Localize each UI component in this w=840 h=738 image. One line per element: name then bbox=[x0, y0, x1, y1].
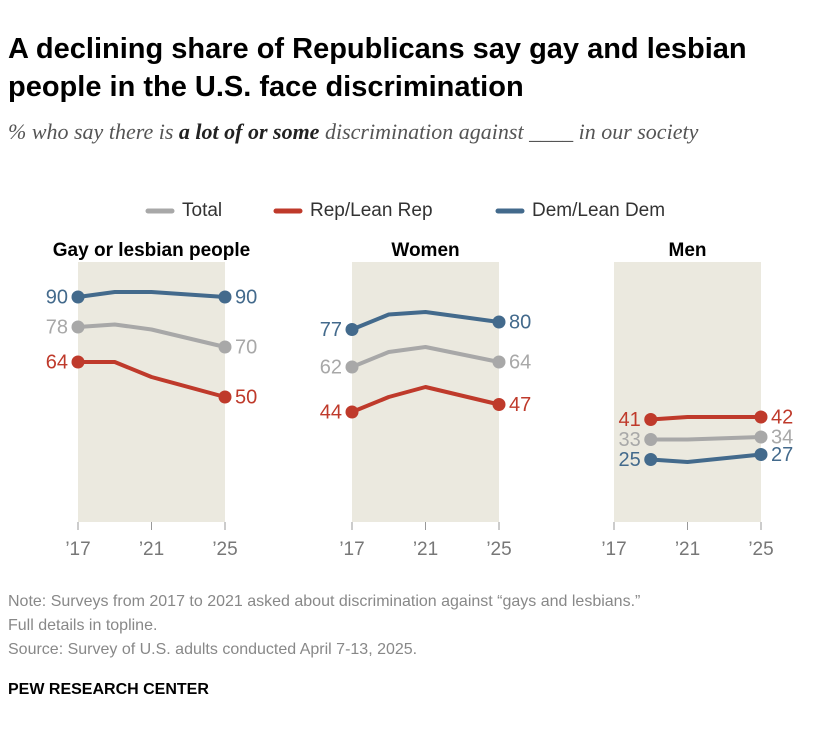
x-tick-label: ’25 bbox=[212, 539, 237, 560]
end-point bbox=[492, 355, 506, 369]
subtitle-emphasis: a lot of or some bbox=[178, 119, 320, 144]
value-label: 47 bbox=[509, 394, 531, 416]
value-label: 25 bbox=[619, 449, 641, 471]
end-point bbox=[644, 413, 658, 426]
end-point bbox=[644, 453, 658, 466]
end-point bbox=[71, 355, 85, 369]
value-label: 64 bbox=[509, 351, 531, 373]
x-tick-label: ’21 bbox=[139, 539, 164, 560]
series-line bbox=[351, 345, 500, 369]
subtitle: % who say there is a lot of or some disc… bbox=[8, 116, 808, 148]
subtitle-part: discrimination against ____ in our socie… bbox=[319, 119, 699, 144]
x-tick-label: ’21 bbox=[675, 539, 700, 560]
value-label: 33 bbox=[619, 429, 641, 451]
series-line bbox=[77, 290, 226, 299]
value-label: 90 bbox=[235, 286, 257, 308]
value-label: 78 bbox=[46, 316, 68, 338]
series-line bbox=[650, 452, 762, 464]
series-line bbox=[351, 310, 500, 332]
value-label: 90 bbox=[46, 286, 68, 308]
end-point bbox=[492, 315, 506, 329]
series-line bbox=[650, 415, 761, 422]
value-label: 27 bbox=[771, 444, 793, 466]
x-tick-label: ’17 bbox=[65, 539, 90, 560]
value-label: 62 bbox=[320, 356, 342, 378]
x-tick-label: ’25 bbox=[748, 539, 773, 560]
end-point bbox=[754, 430, 768, 444]
end-point bbox=[345, 360, 359, 374]
series-line bbox=[650, 435, 762, 442]
x-tick-label: ’17 bbox=[339, 539, 364, 560]
x-tick-label: ’17 bbox=[601, 539, 626, 560]
chart-title: Men bbox=[669, 240, 707, 261]
end-point bbox=[644, 433, 658, 446]
legend-label: Rep/Lean Rep bbox=[310, 200, 433, 221]
end-point bbox=[345, 323, 359, 336]
series-line bbox=[78, 360, 226, 399]
end-point bbox=[754, 448, 768, 461]
subtitle-part: % who say there is bbox=[8, 119, 179, 144]
plot-background bbox=[614, 262, 761, 522]
title: A declining share of Republicans say gay… bbox=[8, 33, 747, 103]
end-point bbox=[71, 320, 85, 334]
end-point bbox=[345, 405, 359, 419]
value-label: 70 bbox=[235, 336, 257, 358]
end-point bbox=[492, 398, 506, 411]
footer: PEW RESEARCH CENTER bbox=[8, 681, 209, 698]
legend-label: Total bbox=[182, 200, 222, 221]
end-point bbox=[218, 290, 232, 304]
value-label: 77 bbox=[320, 319, 342, 341]
plot-background bbox=[352, 262, 499, 522]
series-line bbox=[77, 322, 226, 349]
end-point bbox=[218, 390, 232, 404]
x-tick-label: ’25 bbox=[486, 539, 511, 560]
value-label: 64 bbox=[46, 351, 68, 373]
value-label: 50 bbox=[235, 386, 257, 408]
end-point bbox=[754, 410, 768, 424]
charts: Total Rep/Lean Rep Dem/Lean Dem Gay or lesb… bbox=[46, 200, 794, 560]
end-point bbox=[71, 290, 85, 304]
value-label: 44 bbox=[320, 401, 342, 423]
notes: Note: Surveys from 2017 to 2021 asked ab… bbox=[8, 590, 640, 662]
value-label: 42 bbox=[771, 406, 793, 428]
note: Full details in topline. bbox=[8, 617, 158, 634]
chart-title: Women bbox=[391, 240, 459, 261]
value-label: 80 bbox=[509, 311, 531, 333]
value-label: 41 bbox=[619, 409, 641, 431]
note: Note: Surveys from 2017 to 2021 asked ab… bbox=[8, 593, 641, 610]
series-line bbox=[351, 385, 500, 414]
x-tick-label: ’21 bbox=[413, 539, 438, 560]
end-point bbox=[218, 340, 232, 354]
source: Source: Survey of U.S. adults conducted … bbox=[8, 641, 418, 658]
chart-title: Gay or lesbian people bbox=[53, 240, 250, 261]
value-label: 34 bbox=[771, 426, 793, 448]
legend-label: Dem/Lean Dem bbox=[532, 200, 665, 221]
